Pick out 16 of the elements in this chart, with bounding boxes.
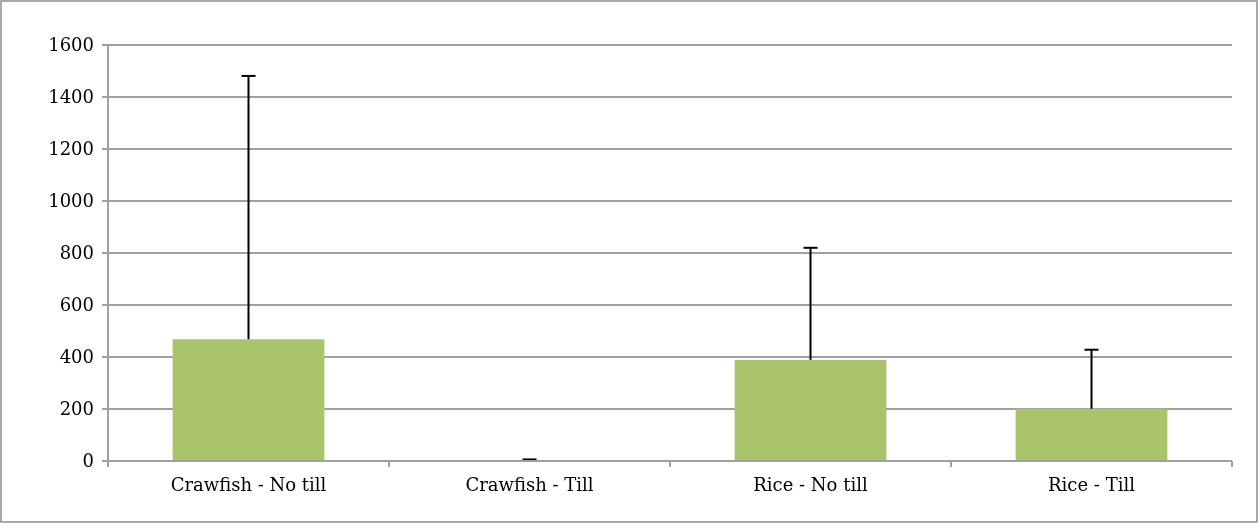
x-tick-label: Crawfish - Till — [465, 474, 594, 495]
x-tick-label: Rice - Till — [1048, 474, 1136, 495]
x-tick-label: Crawfish - No till — [170, 474, 327, 495]
x-tick-label: Rice - No till — [753, 474, 868, 495]
y-tick-label: 1200 — [48, 138, 94, 160]
y-tick-label: 1400 — [48, 86, 94, 108]
y-tick-label: 600 — [59, 294, 94, 316]
y-tick-label: 400 — [59, 346, 94, 368]
y-tick-label: 800 — [59, 242, 94, 264]
bar — [172, 339, 325, 461]
y-tick-label: 200 — [59, 398, 94, 420]
y-tick-label: 1000 — [48, 190, 94, 212]
y-tick-label: 1600 — [48, 34, 94, 56]
y-tick-label: 0 — [82, 450, 94, 472]
bar — [734, 359, 887, 461]
bar — [1015, 408, 1168, 461]
